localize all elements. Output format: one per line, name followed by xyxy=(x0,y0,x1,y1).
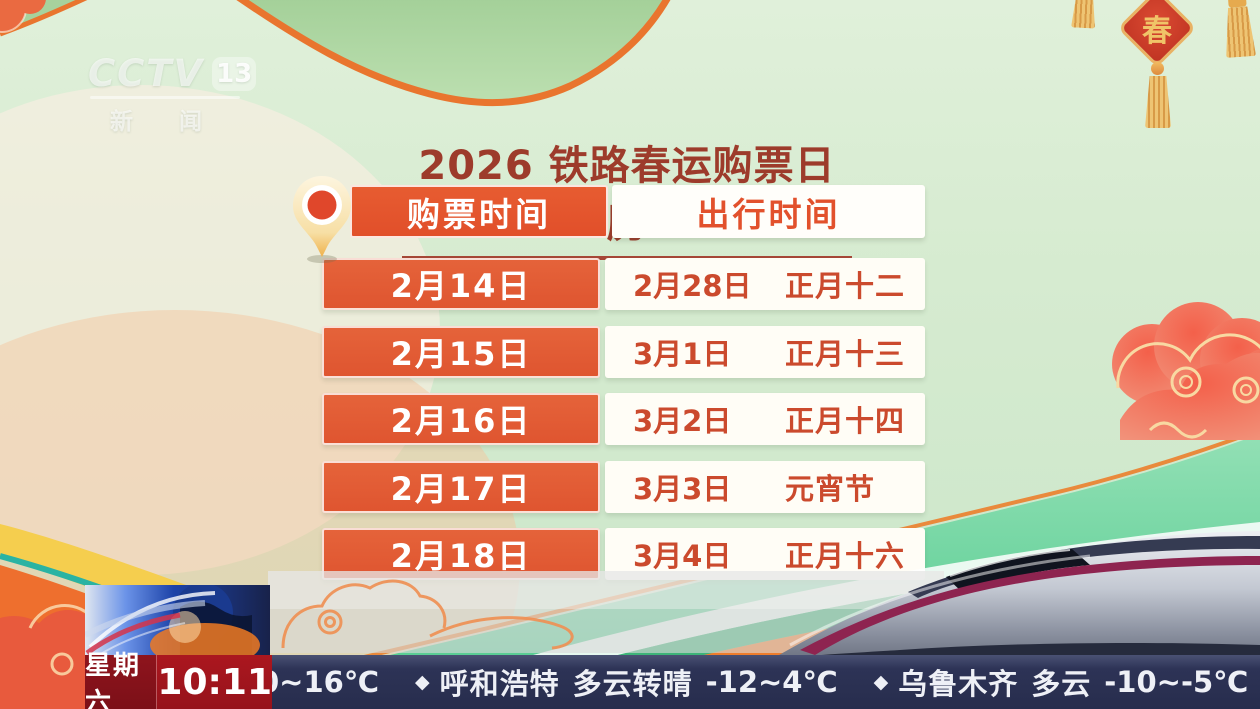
table-row-buy-date: 2月16日 xyxy=(322,393,600,445)
table-row-buy-date: 2月17日 xyxy=(322,461,600,513)
travel-date: 3月4日 xyxy=(633,539,732,573)
travel-date: 2月28日 xyxy=(633,269,752,303)
tassel-small xyxy=(1071,0,1097,29)
outline-clouds xyxy=(281,579,574,650)
weather-condition: 多云 xyxy=(1031,667,1092,701)
clock-time: 10:11 xyxy=(156,655,272,709)
travel-lunar: 正月十三 xyxy=(785,337,906,371)
weather-condition: 多云转晴 xyxy=(572,667,693,701)
orange-cloud-right xyxy=(1112,302,1260,440)
ornament-tassel xyxy=(1145,76,1171,128)
tassel-right xyxy=(1222,0,1256,59)
spring-character: 春 xyxy=(1142,14,1172,49)
table-row-buy-date: 2月15日 xyxy=(322,326,600,378)
ticker-fragment: 0~16℃ xyxy=(272,665,379,699)
spring-diamond: 春 xyxy=(1117,0,1197,68)
weather-temperature: -10~-5℃ xyxy=(1104,665,1249,699)
location-pin-icon xyxy=(293,176,351,263)
top-left-hill xyxy=(0,0,88,37)
channel-brand-text: CCTV xyxy=(88,52,205,95)
ticker-item: ◆ 呼和浩特 多云转晴 -12~4℃ xyxy=(415,661,838,703)
travel-date: 3月1日 xyxy=(633,337,732,371)
weather-city: 呼和浩特 xyxy=(439,667,560,701)
table-row-travel: 3月3日 元宵节 xyxy=(605,461,925,513)
channel-name-text: 新闻 xyxy=(110,109,248,135)
travel-lunar: 元宵节 xyxy=(785,472,876,506)
travel-lunar: 正月十六 xyxy=(785,539,906,573)
ornament-bead xyxy=(1151,62,1164,75)
translucent-band xyxy=(268,571,944,653)
header-buy-time: 购票时间 xyxy=(350,185,608,238)
travel-date: 3月2日 xyxy=(633,404,732,438)
table-row-travel: 3月1日 正月十三 xyxy=(605,326,925,378)
weekday-label: 星期六 xyxy=(85,651,157,709)
diamond-separator-icon: ◆ xyxy=(873,671,889,693)
table-row-travel: 3月2日 正月十四 xyxy=(605,393,925,445)
table-row-buy-date: 2月14日 xyxy=(322,258,600,310)
table-row-travel: 2月28日 正月十二 xyxy=(605,258,925,310)
weather-ticker: 0~16℃ ◆ 呼和浩特 多云转晴 -12~4℃ ◆ 乌鲁木齐 多云 -10~-… xyxy=(272,655,1260,709)
ticker-item: ◆ 乌鲁木齐 多云 -10~-5℃ xyxy=(874,661,1249,703)
channel-bug: CCTV 13 新闻 xyxy=(88,52,257,136)
travel-date: 3月3日 xyxy=(633,472,732,506)
channel-number-badge: 13 xyxy=(212,56,257,91)
weather-city: 乌鲁木齐 xyxy=(898,667,1019,701)
header-travel-time: 出行时间 xyxy=(612,185,925,238)
table-row-travel: 3月4日 正月十六 xyxy=(605,528,925,580)
datetime-bar: 星期六 10:11 xyxy=(85,651,272,709)
travel-lunar: 正月十二 xyxy=(785,269,906,303)
top-green-disc xyxy=(236,0,671,107)
travel-lunar: 正月十四 xyxy=(785,404,906,438)
channel-bug-underline xyxy=(90,96,240,99)
weather-temperature: -12~4℃ xyxy=(705,665,838,699)
table-row-buy-date: 2月18日 xyxy=(322,528,600,580)
diamond-separator-icon: ◆ xyxy=(414,671,430,693)
